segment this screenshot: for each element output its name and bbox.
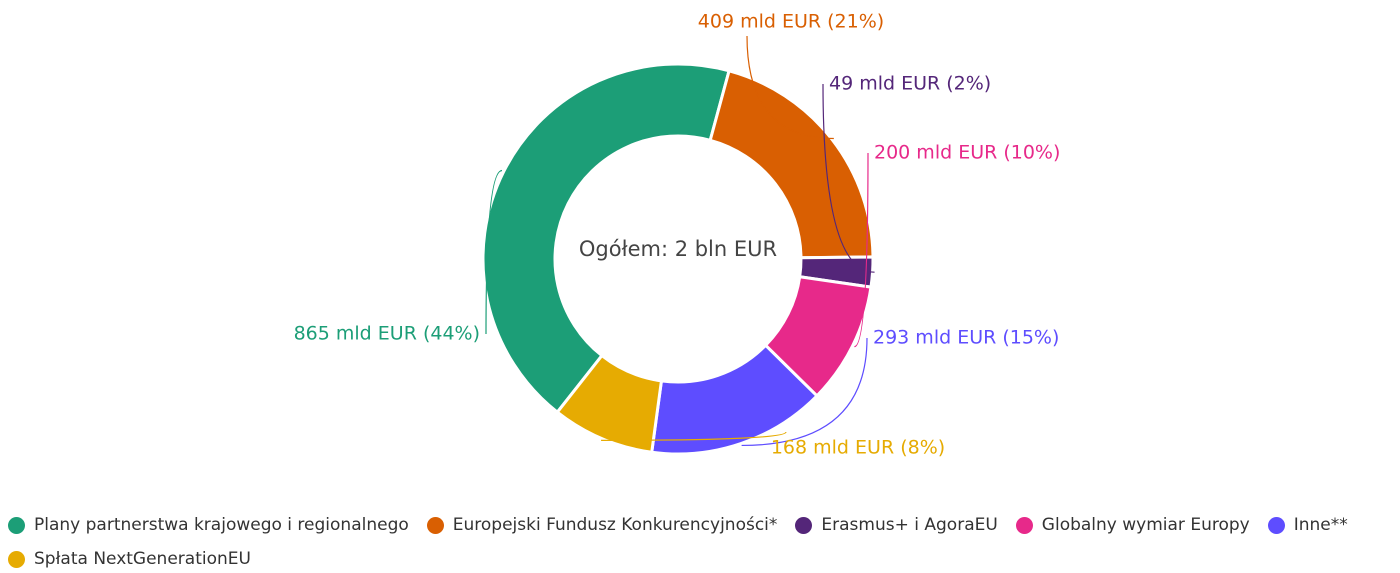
legend-label: Plany partnerstwa krajowego i regionalne… bbox=[34, 515, 409, 535]
legend-label: Erasmus+ i AgoraEU bbox=[821, 515, 998, 535]
legend-swatch-icon bbox=[795, 516, 813, 534]
data-label-4: 200 mld EUR (10%) bbox=[874, 142, 1060, 164]
data-label-5: 293 mld EUR (15%) bbox=[873, 327, 1059, 349]
legend-swatch-icon bbox=[1267, 516, 1285, 534]
legend-item-2[interactable]: Europejski Fundusz Konkurencyjności* bbox=[426, 512, 778, 538]
legend-item-3[interactable]: Erasmus+ i AgoraEU bbox=[795, 512, 998, 538]
legend-swatch-icon bbox=[1015, 516, 1033, 534]
legend-swatch-icon bbox=[8, 516, 25, 534]
donut-slice-2 bbox=[708, 68, 875, 260]
data-label-1: 865 mld EUR (44%) bbox=[294, 323, 480, 345]
chart-legend: Plany partnerstwa krajowego i regionalne… bbox=[8, 512, 1388, 572]
legend-label: Inne** bbox=[1293, 515, 1348, 535]
data-label-3: 49 mld EUR (2%) bbox=[829, 73, 991, 95]
legend-item-4[interactable]: Globalny wymiar Europy bbox=[1015, 512, 1250, 538]
legend-swatch-icon bbox=[8, 550, 25, 568]
legend-label: Europejski Fundusz Konkurencyjności* bbox=[452, 515, 778, 535]
leader-line-3 bbox=[822, 83, 875, 273]
leader-line-1 bbox=[485, 169, 503, 335]
legend-item-5[interactable]: Inne** bbox=[1267, 512, 1348, 538]
center-total-label: Ogółem: 2 bln EUR bbox=[579, 237, 777, 261]
legend-label: Spłata NextGenerationEU bbox=[34, 549, 251, 569]
leader-line-2 bbox=[746, 35, 834, 140]
data-label-6: 168 mld EUR (8%) bbox=[771, 437, 945, 459]
legend-item-6[interactable]: Spłata NextGenerationEU bbox=[8, 546, 251, 572]
legend-swatch-icon bbox=[426, 516, 444, 534]
donut-slice-6 bbox=[555, 353, 664, 454]
legend-item-1[interactable]: Plany partnerstwa krajowego i regionalne… bbox=[8, 512, 409, 538]
leader-line-4 bbox=[854, 152, 869, 348]
leader-line-5 bbox=[741, 337, 868, 447]
data-label-2: 409 mld EUR (21%) bbox=[698, 11, 884, 33]
legend-label: Globalny wymiar Europy bbox=[1041, 515, 1250, 535]
donut-slice-1 bbox=[481, 62, 731, 415]
leader-line-6 bbox=[601, 431, 787, 441]
